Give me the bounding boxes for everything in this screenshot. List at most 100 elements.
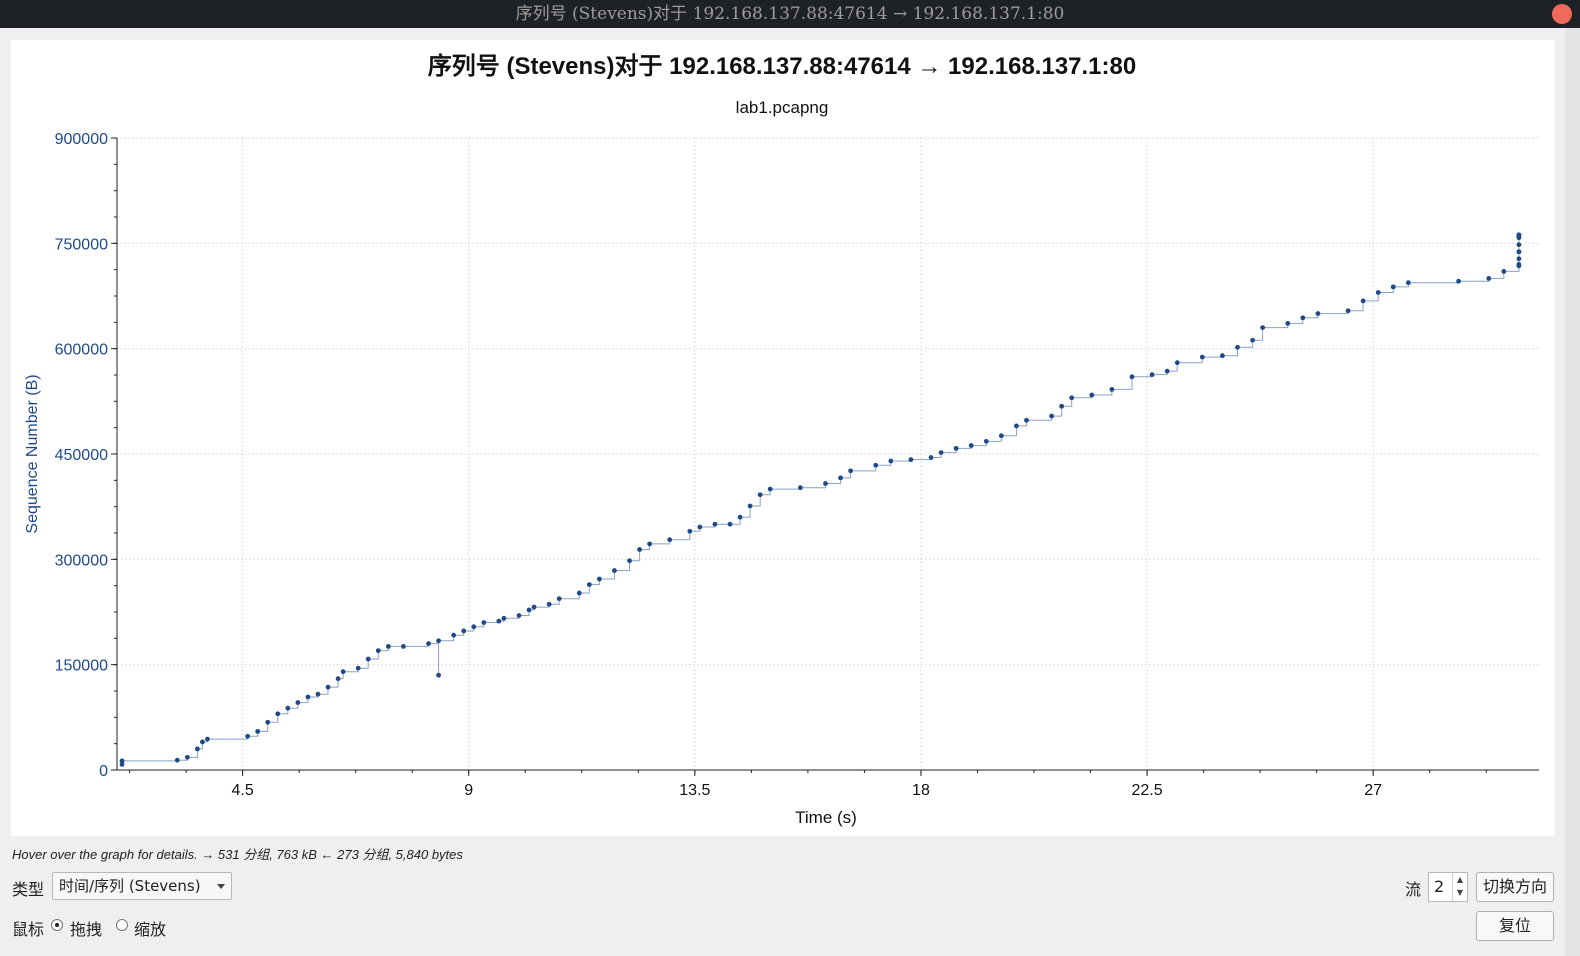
- segment-point: [325, 684, 331, 690]
- segment-point: [873, 462, 879, 468]
- segment-point: [471, 624, 477, 630]
- y-tick-label: 300000: [55, 552, 108, 569]
- chart-title: 序列号 (Stevens)对于 192.168.137.88:47614 → 1…: [428, 52, 1136, 80]
- segment-point: [451, 632, 457, 638]
- x-tick-label: 22.5: [1132, 782, 1163, 799]
- segment-point: [275, 711, 281, 717]
- segment-point: [928, 455, 934, 460]
- spin-up-icon[interactable]: ▲: [1456, 875, 1464, 884]
- segment-point: [1250, 337, 1255, 343]
- window-titlebar: 序列号 (Stevens)对于 192.168.137.88:47614 → 1…: [0, 0, 1580, 28]
- plot-panel[interactable]: 序列号 (Stevens)对于 192.168.137.88:47614 → 1…: [11, 40, 1555, 836]
- zoom-label[interactable]: 缩放: [134, 920, 167, 939]
- segment-point: [245, 733, 251, 739]
- switch-direction-button[interactable]: 切换方向: [1476, 872, 1554, 902]
- y-tick-label: 900000: [55, 131, 108, 148]
- segment-point: [1220, 353, 1225, 359]
- y-tick-label: 600000: [55, 342, 108, 359]
- graph-type-select[interactable]: 时间/序列 (Stevens): [52, 872, 232, 900]
- chevron-down-icon: [217, 884, 225, 889]
- segment-point: [335, 676, 341, 682]
- segment-point: [627, 558, 632, 564]
- segment-point: [938, 450, 944, 455]
- segment-point: [436, 672, 441, 678]
- segment-point: [1014, 423, 1019, 429]
- segment-point: [501, 615, 507, 621]
- segment-point: [697, 524, 703, 530]
- segment-point: [1089, 392, 1095, 398]
- segment-point: [194, 746, 200, 752]
- segment-point: [797, 485, 803, 491]
- segment-point: [647, 541, 653, 547]
- x-tick-label: 27: [1364, 782, 1382, 799]
- zoom-radio[interactable]: [116, 919, 128, 931]
- y-axis-label: Sequence Number (B): [24, 374, 41, 533]
- segment-point: [767, 486, 773, 492]
- segment-point: [1174, 360, 1180, 366]
- segment-point: [998, 433, 1004, 439]
- stream-spinbox[interactable]: 2 ▲ ▼: [1428, 872, 1468, 902]
- segment-point: [255, 728, 261, 734]
- segment-point: [908, 457, 914, 463]
- y-tick-label: 450000: [55, 447, 108, 464]
- x-tick-label: 13.5: [679, 782, 710, 799]
- sequence-graph[interactable]: 序列号 (Stevens)对于 192.168.137.88:47614 → 1…: [11, 40, 1555, 836]
- segment-point: [848, 468, 854, 474]
- segment-point: [556, 596, 562, 602]
- segment-point: [385, 644, 391, 649]
- type-label: 类型: [12, 880, 45, 899]
- reset-button[interactable]: 复位: [1476, 911, 1554, 941]
- segment-point: [596, 576, 602, 582]
- segment-point: [1149, 372, 1155, 378]
- segment-point: [1315, 311, 1321, 316]
- segment-point: [612, 568, 617, 573]
- segment-point: [1501, 269, 1507, 274]
- segment-point: [526, 607, 532, 613]
- drag-radio[interactable]: [51, 919, 63, 931]
- segment-point: [200, 739, 205, 745]
- window-edge: [1565, 28, 1580, 956]
- segment-point: [968, 443, 974, 448]
- segment-point: [1260, 325, 1266, 330]
- spin-down-icon[interactable]: ▼: [1456, 888, 1464, 897]
- segment-point: [340, 669, 346, 675]
- stream-label: 流: [1405, 880, 1422, 899]
- segment-point: [516, 613, 522, 618]
- segment-point: [838, 475, 843, 481]
- segment-point: [1516, 242, 1522, 248]
- segment-point: [1049, 413, 1055, 419]
- segment-point: [546, 601, 552, 607]
- segment-point: [496, 618, 502, 624]
- segment-point: [747, 503, 753, 509]
- x-tick-label: 9: [464, 782, 473, 799]
- hover-status: Hover over the graph for details. → 531 …: [12, 847, 463, 862]
- segment-point: [531, 604, 537, 610]
- segment-point: [637, 547, 642, 552]
- segment-point: [119, 761, 125, 767]
- segment-point: [305, 694, 311, 700]
- segment-point: [1109, 386, 1115, 392]
- segment-point: [727, 521, 733, 527]
- segment-point: [174, 757, 180, 763]
- mouse-label: 鼠标: [12, 920, 45, 939]
- segment-point: [481, 620, 487, 625]
- spin-arrows[interactable]: ▲ ▼: [1452, 873, 1467, 901]
- segment-point: [295, 700, 301, 705]
- segment-point: [1390, 284, 1396, 290]
- segment-point: [1486, 276, 1492, 281]
- segment-point: [576, 590, 582, 596]
- y-tick-label: 0: [99, 763, 108, 780]
- chart-subtitle: lab1.pcapng: [736, 98, 829, 117]
- segment-point: [823, 481, 828, 486]
- x-tick-label: 18: [912, 782, 930, 799]
- segment-point: [1516, 256, 1522, 262]
- segment-point: [1516, 249, 1522, 255]
- close-window-button[interactable]: [1552, 4, 1572, 24]
- segment-point: [687, 528, 693, 534]
- x-axis-label: Time (s): [795, 808, 857, 827]
- segment-point: [1069, 395, 1075, 401]
- segment-point: [1059, 403, 1065, 409]
- segment-point: [375, 648, 381, 654]
- segment-point: [1164, 368, 1170, 374]
- drag-label[interactable]: 拖拽: [70, 920, 103, 939]
